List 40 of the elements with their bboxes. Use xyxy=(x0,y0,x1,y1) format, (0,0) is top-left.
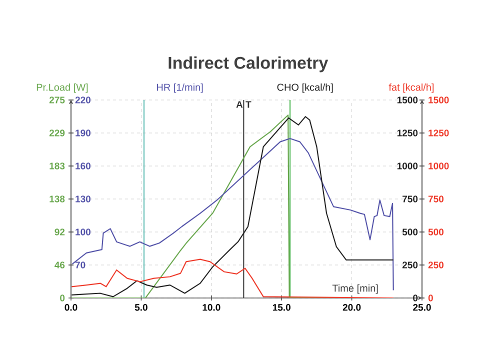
y3-tick-label: 750 xyxy=(402,196,418,202)
y3-tick-label: 1250 xyxy=(397,130,418,136)
y3-tick-label: 1500 xyxy=(397,96,418,104)
text: 250 xyxy=(428,262,444,268)
y-tick-label: 229 xyxy=(49,130,65,136)
y2-axis-title: HR [1/min] xyxy=(157,83,203,93)
y-tick-label: 183 xyxy=(50,162,65,170)
x-tick-label: 20.0 xyxy=(342,304,361,311)
text: fat [kcal/h] xyxy=(388,83,434,93)
y2-tick-label: 190 xyxy=(76,130,90,136)
y-tick-label: 138 xyxy=(50,196,65,202)
text: 1000 xyxy=(428,162,449,170)
y3-axis-title: CHO [kcal/h] xyxy=(277,83,333,93)
y3-tick-label: 250 xyxy=(402,262,418,268)
text: 0 xyxy=(428,294,433,302)
x-tick-label: 15.0 xyxy=(272,304,290,311)
line-series xyxy=(71,258,394,298)
y2-tick-label: 220 xyxy=(75,96,90,104)
x-tick-label: 10.0 xyxy=(202,304,220,311)
y3-tick-label: 500 xyxy=(402,228,418,236)
x-axis-title: Time [min] xyxy=(332,284,378,294)
ref-line-label: A T xyxy=(236,101,252,108)
y2-tick-label: 130 xyxy=(76,196,90,202)
y2-tick-label: 100 xyxy=(76,228,90,236)
text: 500 xyxy=(428,228,444,236)
y-tick-label: 92 xyxy=(54,228,65,236)
chart-title: Indirect Calorimetry xyxy=(168,56,328,72)
y2-tick-label: 160 xyxy=(76,162,90,170)
y3-tick-label: 1000 xyxy=(397,162,418,170)
y-tick-label: 0 xyxy=(60,294,65,302)
text: 750 xyxy=(428,196,444,202)
y-tick-label: 46 xyxy=(54,262,65,268)
y-tick-label: 275 xyxy=(49,96,65,104)
x-tick-label: 25.0 xyxy=(413,304,431,311)
x-tick-label: 5.0 xyxy=(134,304,148,311)
text: 1250 xyxy=(428,130,449,136)
x-tick-label: 0.0 xyxy=(64,304,78,311)
text: 1500 xyxy=(428,96,449,104)
y-axis-title: Pr.Load [W] xyxy=(36,83,88,93)
y2-tick-label: 70 xyxy=(75,262,86,268)
